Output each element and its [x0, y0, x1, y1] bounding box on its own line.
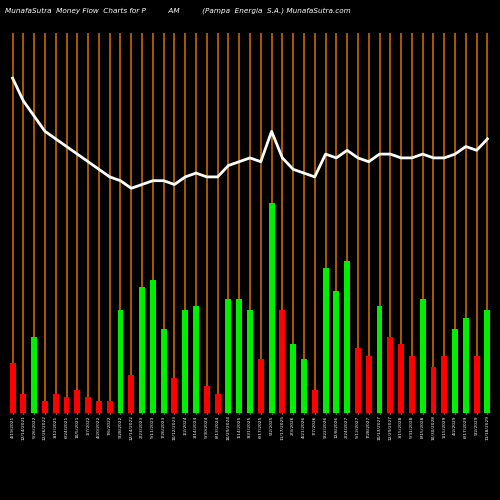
Bar — [53, 394, 59, 412]
Bar — [474, 356, 480, 412]
Bar — [85, 398, 91, 412]
Bar — [334, 291, 340, 412]
Bar — [409, 356, 415, 412]
Bar — [193, 306, 199, 412]
Bar — [420, 298, 426, 412]
Bar — [31, 336, 37, 412]
Bar — [484, 310, 490, 412]
Bar — [344, 260, 350, 412]
Bar — [160, 329, 166, 412]
Bar — [236, 298, 242, 412]
Bar — [258, 360, 264, 412]
Bar — [268, 204, 274, 412]
Bar — [64, 398, 70, 412]
Bar — [10, 363, 16, 412]
Bar — [442, 356, 447, 412]
Bar — [430, 367, 436, 412]
Bar — [366, 356, 372, 412]
Bar — [376, 306, 382, 412]
Bar — [290, 344, 296, 412]
Bar — [74, 390, 80, 412]
Bar — [214, 394, 220, 412]
Bar — [463, 318, 469, 412]
Bar — [312, 390, 318, 412]
Bar — [322, 268, 328, 412]
Bar — [398, 344, 404, 412]
Bar — [106, 401, 112, 412]
Bar — [118, 310, 124, 412]
Bar — [20, 394, 26, 412]
Bar — [280, 310, 285, 412]
Bar — [128, 374, 134, 412]
Bar — [301, 360, 307, 412]
Bar — [247, 310, 253, 412]
Bar — [388, 336, 394, 412]
Bar — [139, 287, 145, 412]
Bar — [150, 280, 156, 412]
Bar — [204, 386, 210, 412]
Bar — [42, 401, 48, 412]
Bar — [172, 378, 177, 412]
Bar — [96, 401, 102, 412]
Bar — [452, 329, 458, 412]
Text: MunafaSutra  Money Flow  Charts for P          AM          (Pampa  Energia  S.A.: MunafaSutra Money Flow Charts for P AM (… — [5, 8, 351, 14]
Bar — [355, 348, 361, 412]
Bar — [182, 310, 188, 412]
Bar — [226, 298, 232, 412]
